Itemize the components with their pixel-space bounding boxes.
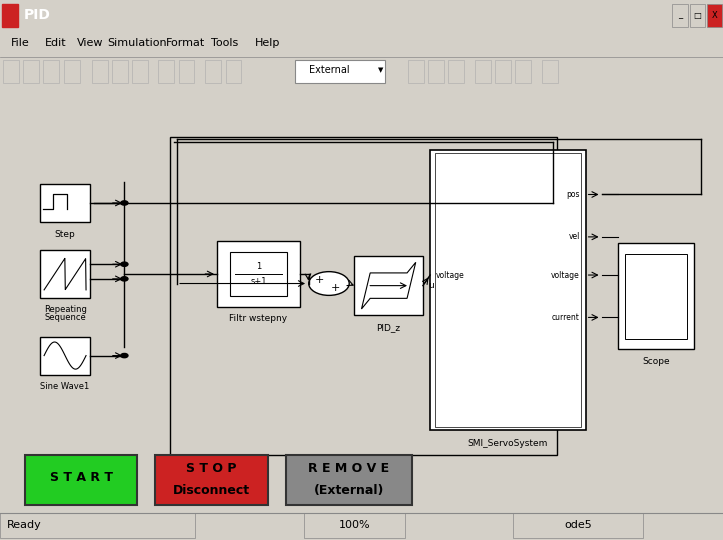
Text: Disconnect: Disconnect	[173, 484, 250, 497]
Text: Scope: Scope	[642, 357, 670, 366]
Text: S T O P: S T O P	[187, 462, 236, 475]
Bar	[64, 60, 80, 83]
Text: u: u	[429, 281, 435, 290]
Bar	[625, 254, 687, 339]
Bar	[179, 60, 194, 83]
Polygon shape	[362, 262, 416, 309]
Bar	[230, 252, 287, 296]
Bar	[112, 60, 128, 83]
Bar	[295, 60, 385, 83]
Text: Sine Wave1: Sine Wave1	[40, 382, 90, 392]
Bar	[3, 60, 19, 83]
Text: pos: pos	[566, 190, 580, 199]
Text: _: _	[678, 11, 682, 19]
Text: PID_z: PID_z	[377, 323, 401, 332]
Text: Step: Step	[55, 230, 75, 239]
Text: PID: PID	[24, 8, 51, 22]
Text: Simulation: Simulation	[107, 38, 166, 48]
Circle shape	[121, 354, 128, 357]
Text: 1: 1	[256, 262, 261, 271]
Text: (External): (External)	[314, 484, 384, 497]
Text: Help: Help	[254, 38, 280, 48]
Text: View: View	[77, 38, 104, 48]
Bar	[495, 60, 511, 83]
Text: S T A R T: S T A R T	[50, 471, 113, 484]
Text: +: +	[315, 275, 325, 285]
Bar	[40, 336, 90, 375]
Circle shape	[121, 276, 128, 281]
Text: External: External	[309, 65, 349, 75]
Bar	[43, 60, 59, 83]
Bar	[475, 60, 491, 83]
Bar	[435, 152, 581, 427]
Text: voltage: voltage	[551, 271, 580, 280]
Text: Repeating: Repeating	[43, 305, 87, 314]
Bar	[92, 60, 108, 83]
Bar	[217, 241, 300, 307]
FancyBboxPatch shape	[286, 455, 412, 505]
Circle shape	[121, 201, 128, 205]
Text: 100%: 100%	[338, 520, 370, 530]
Bar	[23, 60, 39, 83]
Text: vel: vel	[568, 232, 580, 241]
Text: ode5: ode5	[565, 520, 592, 530]
Bar	[0, 512, 195, 538]
Bar	[672, 4, 688, 26]
FancyBboxPatch shape	[25, 455, 137, 505]
Text: Sequence: Sequence	[44, 313, 86, 322]
Text: Edit: Edit	[45, 38, 67, 48]
Bar	[430, 150, 586, 430]
Bar	[448, 60, 464, 83]
Text: Ready: Ready	[7, 520, 42, 530]
Bar	[40, 249, 90, 298]
Bar	[354, 256, 423, 315]
Text: ▼: ▼	[378, 67, 384, 73]
Bar	[690, 4, 705, 26]
Text: voltage: voltage	[436, 271, 465, 280]
Bar	[513, 512, 643, 538]
Text: Filtr wstepny: Filtr wstepny	[229, 314, 288, 323]
Bar	[40, 184, 90, 222]
Text: X: X	[712, 11, 717, 19]
Text: +: +	[330, 284, 340, 293]
Bar	[515, 60, 531, 83]
Bar	[428, 60, 444, 83]
Bar	[707, 4, 722, 26]
Bar	[542, 60, 558, 83]
Text: SMI_ServoSystem: SMI_ServoSystem	[468, 439, 548, 448]
Bar	[226, 60, 241, 83]
Bar	[408, 60, 424, 83]
Circle shape	[121, 262, 128, 266]
Bar	[205, 60, 221, 83]
Bar	[170, 137, 557, 455]
Text: File: File	[11, 38, 30, 48]
Bar	[2, 4, 18, 26]
Bar	[158, 60, 174, 83]
Text: current: current	[552, 313, 580, 322]
Circle shape	[309, 272, 349, 295]
Text: □: □	[693, 11, 701, 19]
FancyBboxPatch shape	[155, 455, 268, 505]
Bar	[618, 243, 694, 349]
Text: s+1: s+1	[250, 277, 267, 286]
Bar	[304, 512, 405, 538]
Text: Tools: Tools	[211, 38, 239, 48]
Bar	[132, 60, 148, 83]
Text: R E M O V E: R E M O V E	[308, 462, 390, 475]
Text: Format: Format	[166, 38, 205, 48]
